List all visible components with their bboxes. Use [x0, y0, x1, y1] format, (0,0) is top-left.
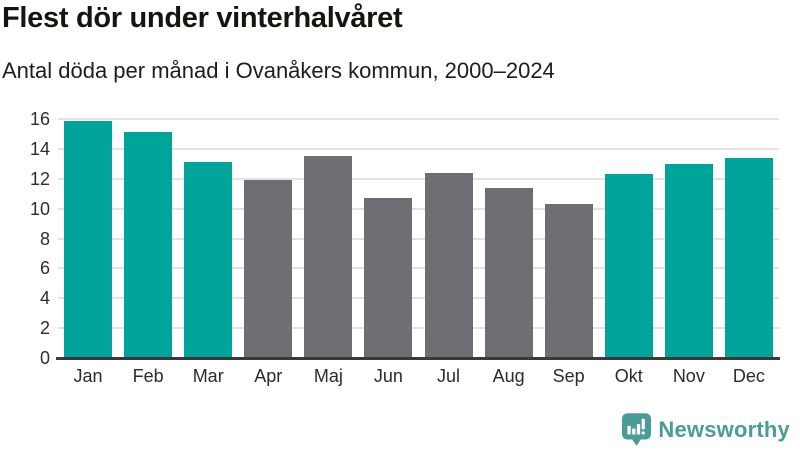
bar-jul [424, 172, 473, 358]
bar-sep [544, 204, 593, 358]
speech-bubble-shape [622, 413, 652, 446]
bar-slot [238, 119, 298, 358]
bar-okt [604, 174, 653, 358]
gridline [58, 147, 779, 150]
x-tick-label: Okt [614, 366, 643, 386]
y-axis: 0 2 4 6 8 10 12 14 16 [0, 109, 50, 368]
bar-slot [479, 119, 539, 358]
x-tick-label: Mar [192, 366, 224, 386]
x-axis-line [56, 357, 780, 360]
y-tick-label: 12 [29, 168, 50, 189]
bar-slot [298, 119, 358, 358]
gridline [58, 118, 779, 120]
brand-footer: Newsworthy [622, 413, 790, 446]
bar-maj [304, 156, 353, 358]
gridline [58, 327, 779, 330]
bar-slot [719, 119, 779, 358]
y-tick-label: 14 [29, 138, 50, 159]
bar-feb [124, 132, 173, 358]
bar-slot [178, 119, 238, 358]
bar-slot [599, 119, 659, 358]
bar-nov [664, 163, 713, 358]
brand-name: Newsworthy [658, 416, 790, 442]
x-tick-label: Dec [732, 366, 765, 386]
x-tick-label: Maj [313, 366, 343, 386]
bar-slot [539, 119, 599, 358]
x-tick-label: Jun [373, 366, 403, 386]
bars-container [58, 119, 779, 358]
bar-apr [244, 180, 293, 358]
gridline [58, 297, 779, 300]
x-tick-label: Aug [492, 366, 525, 386]
bar-jan [64, 120, 113, 358]
bar-slot [659, 119, 719, 358]
bar-slot [118, 119, 178, 358]
gridline [58, 267, 779, 270]
bar-slot [358, 119, 418, 358]
x-tick-label: Feb [132, 366, 164, 386]
gridline [58, 207, 779, 210]
x-axis-labels: Jan Feb Mar Apr Maj Jun Jul Aug Sep Okt Nov Dec [58, 366, 779, 387]
y-tick-label: 8 [39, 228, 50, 249]
bar-mar [184, 162, 233, 358]
y-tick-label: 2 [39, 318, 50, 339]
x-tick-label: Sep [552, 366, 585, 386]
bar-slot [58, 119, 118, 358]
chart-title: Flest dör under vinterhalvåret [2, 2, 403, 34]
gridline [58, 177, 779, 180]
plot-area [56, 118, 780, 360]
x-tick-label: Nov [672, 366, 705, 386]
y-tick-label: 4 [39, 288, 50, 309]
x-tick-label: Apr [254, 366, 283, 386]
newsworthy-logo-icon [622, 413, 652, 446]
x-tick-label: Jan [73, 366, 103, 386]
y-tick-label: 6 [39, 258, 50, 279]
y-tick-label: 0 [39, 348, 50, 368]
chart-subtitle: Antal döda per månad i Ovanåkers kommun,… [2, 58, 555, 83]
y-tick-label: 10 [29, 198, 50, 219]
bar-aug [484, 187, 533, 358]
bar-jun [364, 198, 413, 358]
gridline [58, 237, 779, 240]
x-tick-label: Jul [437, 366, 461, 386]
bar-slot [418, 119, 478, 358]
y-tick-label: 16 [29, 109, 50, 129]
bar-dec [724, 157, 773, 358]
